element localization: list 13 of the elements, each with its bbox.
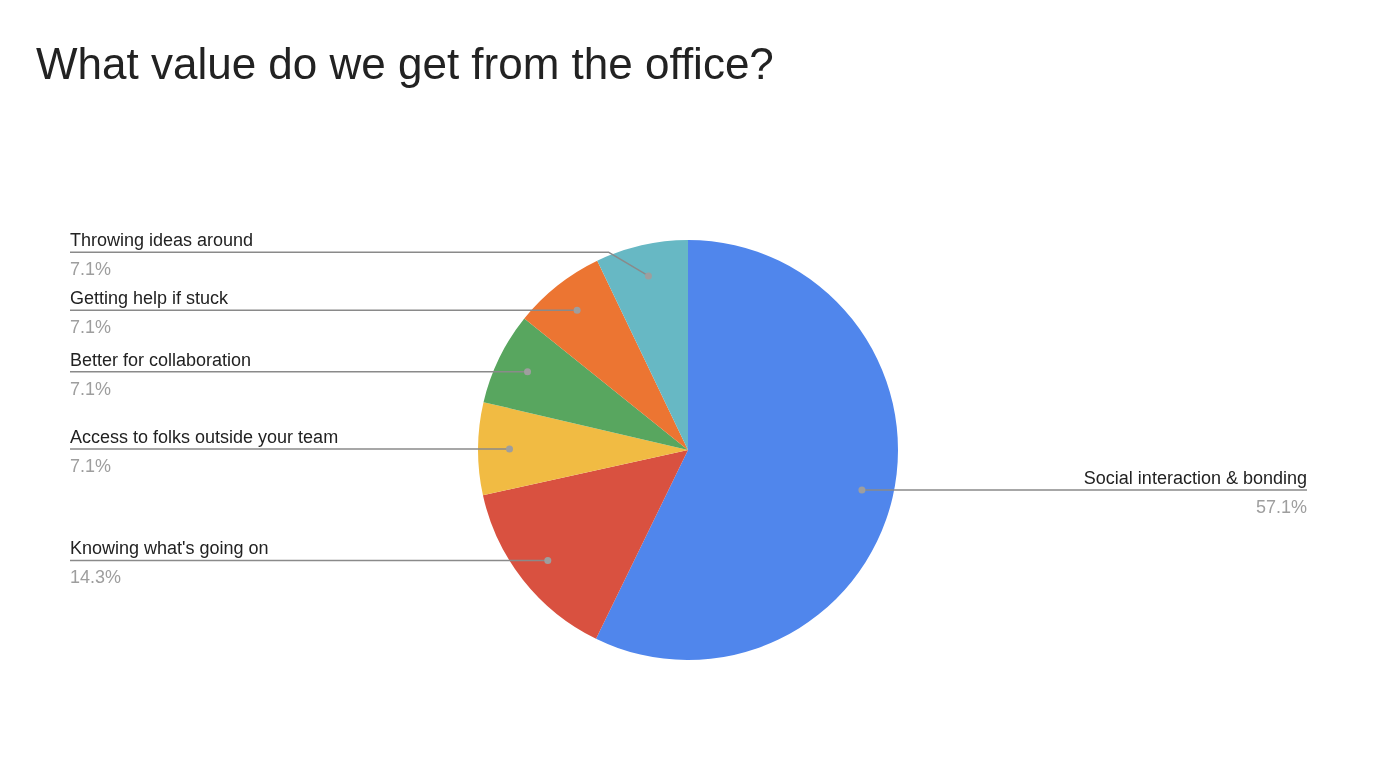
slice-label: Knowing what's going on xyxy=(70,538,269,559)
chart-title: What value do we get from the office? xyxy=(36,38,774,90)
slice-label: Getting help if stuck xyxy=(70,288,230,309)
data-label: 14.3% xyxy=(70,567,122,588)
slice-label: Access to folks outside your team xyxy=(70,426,339,447)
data-label: 7.1% xyxy=(70,317,112,338)
slice-label: Throwing ideas around xyxy=(70,230,254,251)
data-label: 57.1% xyxy=(1255,497,1307,518)
data-label: 7.1% xyxy=(70,259,112,280)
data-label: 7.1% xyxy=(70,455,112,476)
slice-label: Better for collaboration xyxy=(70,349,252,370)
slice-label: Social interaction & bonding xyxy=(1083,468,1307,489)
data-label: 7.1% xyxy=(70,378,112,399)
